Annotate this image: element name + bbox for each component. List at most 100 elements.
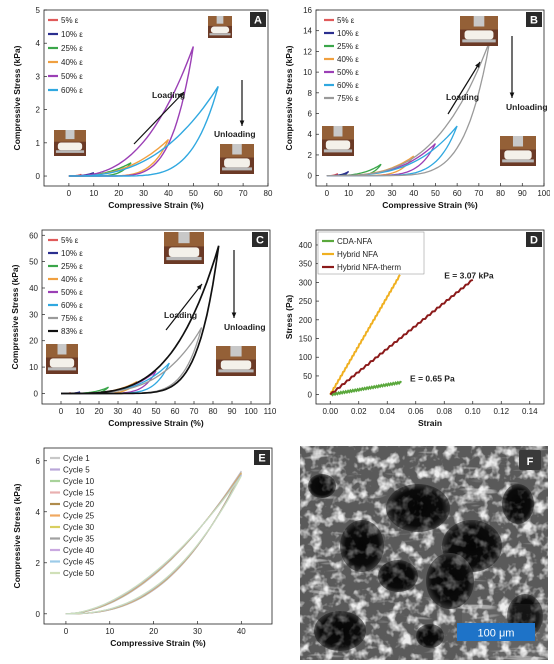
y-tick-label: 1 (36, 139, 41, 148)
legend-entry: 60% ε (61, 86, 83, 95)
legend-entry: Cycle 45 (63, 558, 95, 567)
x-tick-label: 60 (453, 189, 462, 198)
y-tick-label: 50 (303, 372, 312, 381)
x-tick-label: 10 (344, 189, 353, 198)
y-tick-label: 16 (303, 6, 312, 15)
x-tick-label: 40 (133, 407, 142, 416)
legend-entry: 40% ε (61, 275, 83, 284)
y-tick-label: 300 (299, 278, 313, 287)
photo-plunger (57, 344, 67, 355)
photo-plunger (333, 126, 343, 137)
legend-entry: Cycle 25 (63, 512, 95, 521)
unloading-arrow-head (239, 120, 245, 126)
x-tick-label: 0 (64, 627, 69, 636)
panel-label-box (252, 232, 268, 247)
photo-sample (224, 158, 250, 168)
y-tick-label: 4 (36, 39, 41, 48)
photo-initial-a (54, 130, 86, 156)
x-tick-label: 60 (214, 189, 223, 198)
legend-entry: 60% ε (61, 301, 83, 310)
panel-label: E (258, 453, 265, 465)
legend-box (317, 231, 425, 275)
series-line (329, 278, 474, 396)
legend-entry: 10% ε (337, 29, 359, 38)
photo-sample (325, 140, 351, 150)
plot-frame (315, 229, 545, 405)
x-tick-label: 0.14 (522, 407, 538, 416)
y-tick-label: 2 (308, 151, 313, 160)
photo-recovered-c (216, 346, 256, 376)
scale-bar (457, 623, 535, 641)
x-tick-label: 0.04 (379, 407, 395, 416)
photo-compressed-b (460, 16, 498, 46)
y-tick-label: 0 (308, 172, 313, 181)
panel-label-box (254, 450, 270, 465)
x-axis-label: Compressive Strain (%) (108, 200, 204, 210)
y-tick-label: 200 (299, 316, 313, 325)
x-tick-label: 0.12 (493, 407, 509, 416)
legend-entry: 75% ε (61, 314, 83, 323)
x-tick-label: 0.10 (465, 407, 481, 416)
x-tick-label: 20 (95, 407, 104, 416)
legend-entry: Cycle 10 (63, 477, 95, 486)
modulus-label: E = 0.65 Pa (410, 374, 455, 384)
y-axis-label: Compressive Stress (kPa) (284, 45, 294, 150)
panel-label-f: F (527, 456, 534, 468)
x-tick-label: 30 (388, 189, 397, 198)
x-tick-label: 90 (228, 407, 237, 416)
y-tick-label: 150 (299, 335, 313, 344)
loading-arrow (165, 283, 203, 331)
photo-base (209, 33, 231, 36)
x-tick-label: 80 (209, 407, 218, 416)
legend-entry: Cycle 40 (63, 546, 95, 555)
y-tick-label: 400 (299, 241, 313, 250)
photo-sample (504, 150, 532, 160)
x-tick-label: 0 (67, 189, 72, 198)
x-tick-label: 50 (431, 189, 440, 198)
panel-e-chart: 0 10 20 30 40 0 2 4 6 Compressive Strain (%) Compr… (12, 447, 273, 648)
photo-initial-c (46, 344, 78, 374)
series-line (329, 380, 402, 397)
photo-base (222, 167, 252, 171)
panel-label-box (526, 232, 542, 247)
legend-entry: Cycle 30 (63, 523, 95, 532)
plot-frame (43, 447, 273, 625)
y-tick-label: 100 (299, 353, 313, 362)
legend-entry: 75% ε (337, 94, 359, 103)
panel-label-box (526, 12, 542, 27)
loading-label: Loading (152, 90, 185, 100)
x-tick-label: 10 (105, 627, 114, 636)
x-tick-label: 110 (264, 407, 276, 416)
photo-recovered-b (500, 136, 536, 166)
x-axis-label: Compressive Strain (%) (382, 200, 478, 210)
x-axis-label: Compressive Strain (%) (108, 418, 204, 428)
legend-entry: Cycle 1 (63, 454, 90, 463)
y-tick-label: 50 (29, 258, 38, 267)
photo-sample (49, 358, 75, 368)
plot-frame (315, 9, 545, 187)
y-tick-label: 2 (36, 106, 41, 115)
x-tick-label: 60 (171, 407, 180, 416)
x-tick-label: 80 (264, 189, 273, 198)
loading-arrow (133, 91, 185, 145)
x-tick-label: 0 (59, 407, 64, 416)
y-tick-label: 10 (303, 68, 312, 77)
x-tick-label: 10 (89, 189, 98, 198)
legend-entry: CDA-NFA (337, 237, 373, 246)
y-tick-label: 30 (29, 310, 38, 319)
photo-base (323, 149, 353, 153)
loading-label: Loading (164, 310, 197, 320)
panel-a-chart: 0 10 20 30 40 50 60 70 80 0 1 2 3 4 5 Compressive Strai… (12, 6, 273, 210)
x-axis-label: Strain (418, 418, 442, 428)
legend-entry: 5% ε (61, 16, 79, 25)
x-tick-label: 30 (193, 627, 202, 636)
loading-label: Loading (446, 92, 479, 102)
legend-entry: 25% ε (337, 42, 359, 51)
x-tick-label: 0.00 (322, 407, 338, 416)
panel-d-chart: 0.00 0.02 0.04 0.06 0.08 0.10 0.12 0.14 0 50 100 15… (284, 229, 545, 428)
panel-b-chart: 0 10 20 30 40 50 60 70 80 90 100 0 2 4 6 8 10 12 14 16 Compr… (284, 6, 550, 210)
x-tick-label: 40 (164, 189, 173, 198)
legend-entry: 40% ε (61, 58, 83, 67)
panel-label-box (250, 12, 266, 27)
photo-base (502, 159, 534, 163)
